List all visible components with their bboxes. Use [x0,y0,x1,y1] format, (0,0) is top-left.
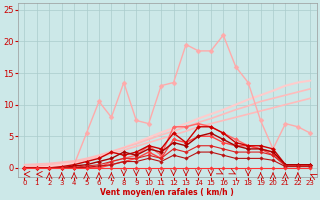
X-axis label: Vent moyen/en rafales ( km/h ): Vent moyen/en rafales ( km/h ) [100,188,234,197]
